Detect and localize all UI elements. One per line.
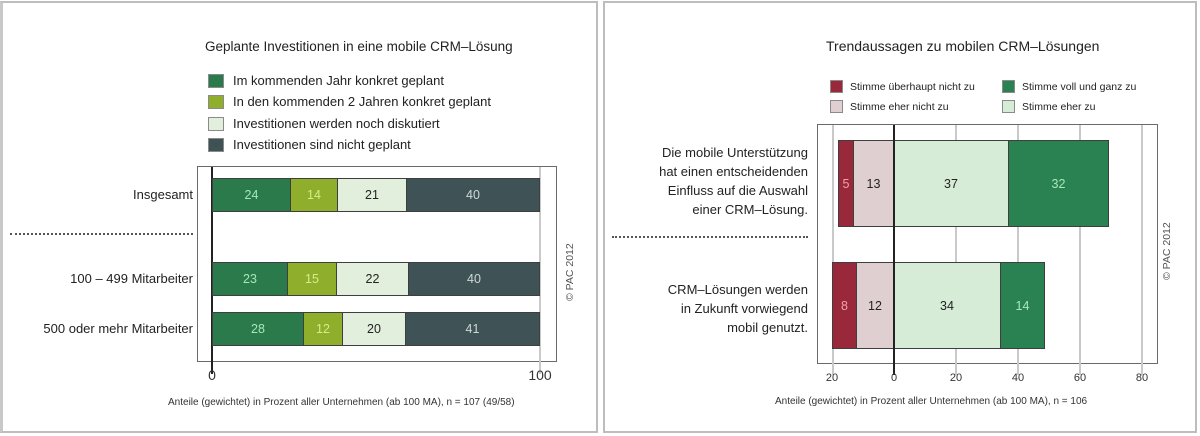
right-copyright: © PAC 2012 xyxy=(1161,222,1173,280)
legend-label: In den kommenden 2 Jahren konkret geplan… xyxy=(233,94,492,109)
row-label-line: Einfluss auf die Auswahl xyxy=(667,183,808,198)
bar-segment-strongly-agree: 14 xyxy=(1001,262,1045,349)
left-tick-0: 0 xyxy=(208,367,216,383)
right-zero-axis xyxy=(893,125,895,375)
legend-item-not-planned: Investitionen sind nicht geplant xyxy=(208,137,411,152)
bar-segment-next-2-years: 14 xyxy=(291,178,338,212)
bar-segment-somewhat-disagree: 12 xyxy=(857,262,894,349)
right-tick-40: 40 xyxy=(1011,372,1025,384)
legend-label: Investitionen sind nicht geplant xyxy=(233,137,411,152)
legend-swatch-dark-green xyxy=(208,73,224,88)
legend-swatch-slate xyxy=(208,137,224,152)
right-gridline-20 xyxy=(955,125,957,375)
right-gridline-neg20 xyxy=(832,125,834,375)
right-chart-title: Trendaussagen zu mobilen CRM–Lösungen xyxy=(826,38,1100,54)
right-row-separator xyxy=(612,236,808,238)
bar-segment-not-planned: 41 xyxy=(406,312,540,346)
bar-segment-discussed: 21 xyxy=(338,178,407,212)
right-tick-20: 20 xyxy=(949,372,963,384)
row-label-line: hat einen entscheidenden xyxy=(659,164,808,179)
legend-item-somewhat-disagree: Stimme eher nicht zu xyxy=(830,100,949,113)
row-label-line: einer CRM–Lösung. xyxy=(692,202,808,217)
legend-item-next-year: Im kommenden Jahr konkret geplant xyxy=(208,73,444,88)
legend-label: Stimme eher nicht zu xyxy=(850,100,949,113)
legend-item-strongly-agree: Stimme voll und ganz zu xyxy=(1002,80,1136,93)
left-x-axis-label: Anteile (gewichtet) in Prozent aller Unt… xyxy=(168,397,515,408)
bar-segment-discussed: 22 xyxy=(337,262,409,296)
row-label-100-499: 100 – 499 Mitarbeiter xyxy=(70,271,193,286)
bar-segment-strongly-agree: 32 xyxy=(1009,140,1109,227)
right-tick-neg20: 20 xyxy=(825,372,839,384)
legend-label: Stimme überhaupt nicht zu xyxy=(850,80,975,93)
row-label-line: Die mobile Unterstützung xyxy=(662,145,808,160)
right-tick-0: 0 xyxy=(890,372,898,384)
row-label-line: in Zukunft vorwiegend xyxy=(680,301,808,316)
bar-segment-discussed: 20 xyxy=(343,312,406,346)
legend-label: Stimme eher zu xyxy=(1022,100,1096,113)
right-x-axis-label: Anteile (gewichtet) in Prozent aller Unt… xyxy=(775,396,1088,407)
right-gridline-40 xyxy=(1017,125,1019,375)
legend-item-somewhat-agree: Stimme eher zu xyxy=(1002,100,1096,113)
bar-segment-somewhat-disagree: 13 xyxy=(854,140,894,227)
right-gridline-80 xyxy=(1141,125,1143,375)
legend-label: Investitionen werden noch diskutiert xyxy=(233,116,440,131)
bar-segment-somewhat-agree: 34 xyxy=(894,262,1001,349)
legend-label: Stimme voll und ganz zu xyxy=(1022,80,1137,93)
right-tick-80: 80 xyxy=(1135,372,1149,384)
left-zero-axis xyxy=(211,167,213,374)
row-label-line: CRM–Lösungen werden xyxy=(667,282,808,297)
bar-segment-next-year: 24 xyxy=(212,178,291,212)
legend-item-discussed: Investitionen werden noch diskutiert xyxy=(208,116,440,131)
row-label-insgesamt: Insgesamt xyxy=(133,187,193,202)
legend-item-strongly-disagree: Stimme überhaupt nicht zu xyxy=(830,80,975,93)
right-gridline-60 xyxy=(1079,125,1081,375)
bar-segment-not-planned: 40 xyxy=(407,178,540,212)
bar-segment-not-planned: 40 xyxy=(409,262,540,296)
left-tick-100: 100 xyxy=(528,367,552,383)
right-tick-60: 60 xyxy=(1073,372,1087,384)
bar-segment-strongly-disagree: 5 xyxy=(838,140,854,227)
legend-swatch-olive xyxy=(208,94,224,109)
bar-segment-next-2-years: 15 xyxy=(288,262,337,296)
legend-item-next-2-years: In den kommenden 2 Jahren konkret geplan… xyxy=(208,94,491,109)
row-label-500-plus: 500 oder mehr Mitarbeiter xyxy=(43,321,193,336)
legend-swatch-dark-red xyxy=(830,80,843,93)
left-row-separator xyxy=(10,233,193,235)
left-copyright: © PAC 2012 xyxy=(564,243,576,301)
bar-segment-next-2-years: 12 xyxy=(304,312,343,346)
legend-label: Im kommenden Jahr konkret geplant xyxy=(233,73,444,88)
bar-segment-strongly-disagree: 8 xyxy=(832,262,857,349)
left-chart-title: Geplante Investitionen in eine mobile CR… xyxy=(205,39,513,54)
bar-segment-next-year: 23 xyxy=(212,262,288,296)
bar-segment-next-year: 28 xyxy=(212,312,304,346)
bar-segment-somewhat-agree: 37 xyxy=(894,140,1009,227)
legend-swatch-green xyxy=(1002,80,1015,93)
legend-swatch-pale-green xyxy=(208,116,224,131)
legend-swatch-mint xyxy=(1002,100,1015,113)
row-label-line: mobil genutzt. xyxy=(727,320,808,335)
legend-swatch-pale-pink xyxy=(830,100,843,113)
